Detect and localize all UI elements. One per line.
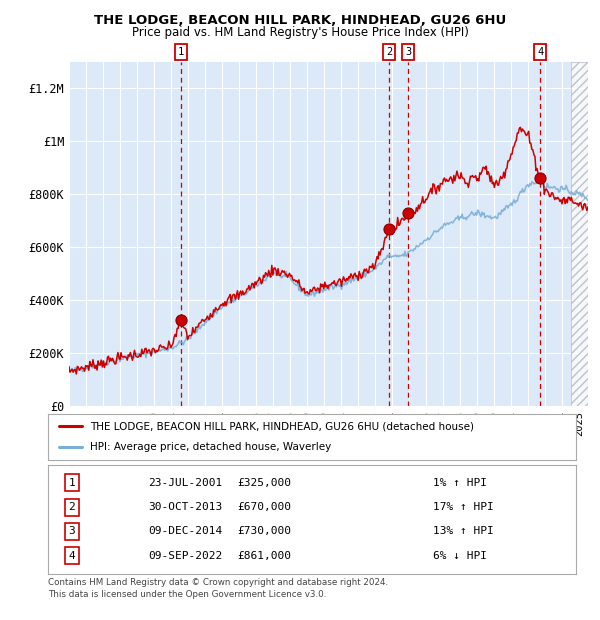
Text: 1: 1: [178, 47, 184, 57]
Text: 2: 2: [68, 502, 75, 512]
Text: 30-OCT-2013: 30-OCT-2013: [148, 502, 223, 512]
Text: HPI: Average price, detached house, Waverley: HPI: Average price, detached house, Wave…: [90, 443, 331, 453]
Text: £861,000: £861,000: [237, 551, 291, 560]
Text: £670,000: £670,000: [237, 502, 291, 512]
Text: 1% ↑ HPI: 1% ↑ HPI: [433, 478, 487, 488]
Text: 3: 3: [405, 47, 411, 57]
Text: £730,000: £730,000: [237, 526, 291, 536]
Text: THE LODGE, BEACON HILL PARK, HINDHEAD, GU26 6HU (detached house): THE LODGE, BEACON HILL PARK, HINDHEAD, G…: [90, 421, 474, 431]
Text: 09-SEP-2022: 09-SEP-2022: [148, 551, 223, 560]
Text: 23-JUL-2001: 23-JUL-2001: [148, 478, 223, 488]
Text: 4: 4: [68, 551, 75, 560]
Text: This data is licensed under the Open Government Licence v3.0.: This data is licensed under the Open Gov…: [48, 590, 326, 600]
Text: 4: 4: [537, 47, 544, 57]
Text: Contains HM Land Registry data © Crown copyright and database right 2024.: Contains HM Land Registry data © Crown c…: [48, 578, 388, 587]
Text: £325,000: £325,000: [237, 478, 291, 488]
Text: 17% ↑ HPI: 17% ↑ HPI: [433, 502, 494, 512]
Text: 09-DEC-2014: 09-DEC-2014: [148, 526, 223, 536]
Text: 2: 2: [386, 47, 392, 57]
Text: Price paid vs. HM Land Registry's House Price Index (HPI): Price paid vs. HM Land Registry's House …: [131, 26, 469, 39]
Text: 13% ↑ HPI: 13% ↑ HPI: [433, 526, 494, 536]
Text: 6% ↓ HPI: 6% ↓ HPI: [433, 551, 487, 560]
Text: 1: 1: [68, 478, 75, 488]
Text: THE LODGE, BEACON HILL PARK, HINDHEAD, GU26 6HU: THE LODGE, BEACON HILL PARK, HINDHEAD, G…: [94, 14, 506, 27]
Text: 3: 3: [68, 526, 75, 536]
